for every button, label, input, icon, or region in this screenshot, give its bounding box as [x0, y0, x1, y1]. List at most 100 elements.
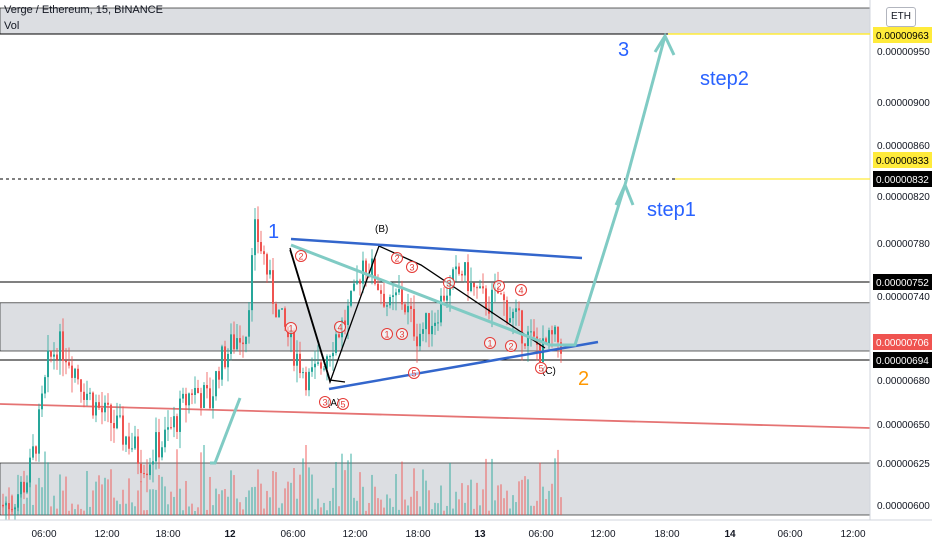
candle-body: [221, 346, 223, 380]
candle-body: [440, 295, 442, 323]
candle-body: [173, 416, 175, 428]
volume-bar: [500, 484, 502, 515]
x-tick-13: 12:00: [840, 529, 865, 540]
candle-body: [44, 377, 46, 394]
x-tick-2: 18:00: [155, 529, 180, 540]
candle-body: [557, 326, 559, 343]
volume-bar: [311, 474, 313, 515]
volume-bar: [173, 496, 175, 515]
candle-body: [344, 320, 346, 325]
volume-bar: [488, 510, 490, 515]
price-label-3: 0.00000752: [876, 278, 929, 289]
candle-body: [251, 255, 253, 311]
x-tick-5: 12:00: [342, 529, 367, 540]
candle-body: [161, 447, 163, 458]
volume-bar: [389, 498, 391, 515]
circled-marker-14: [515, 284, 527, 296]
candle-body: [299, 353, 301, 374]
candle-body: [455, 266, 457, 270]
x-tick-10: 18:00: [654, 529, 679, 540]
volume-bar: [122, 489, 124, 515]
volume-bar: [5, 496, 7, 515]
volume-bar: [263, 508, 265, 515]
volume-bar: [380, 499, 382, 515]
volume-bar: [281, 503, 283, 515]
circled-marker-12: [493, 280, 505, 292]
volume-bar: [335, 461, 337, 515]
volume-bar: [344, 470, 346, 515]
volume-bar: [494, 500, 496, 515]
candle-body: [170, 427, 172, 429]
volume-bar: [74, 509, 76, 515]
volume-bar: [29, 476, 31, 515]
candle-body: [245, 336, 247, 345]
volume-bar: [140, 481, 142, 515]
volume-bar: [368, 502, 370, 515]
volume-bar: [560, 497, 562, 515]
candle-body: [164, 429, 166, 448]
x-tick-3: 12: [224, 529, 236, 540]
volume-bar: [317, 498, 319, 515]
candle-body: [125, 436, 127, 445]
volume-bar: [65, 476, 67, 515]
candle-body: [62, 331, 64, 361]
label-wave-2: 2: [578, 368, 589, 390]
volume-bar: [446, 505, 448, 515]
volume-bar: [131, 502, 133, 515]
circled-number-6: 3: [399, 330, 404, 340]
candle-body: [371, 258, 373, 277]
candle-body: [35, 446, 37, 454]
volume-bar: [509, 508, 511, 515]
candle-body: [404, 304, 406, 313]
candle-body: [137, 436, 139, 464]
volume-bar: [407, 505, 409, 515]
circled-number-0: 2: [298, 252, 303, 262]
candle-body: [119, 415, 121, 417]
circled-marker-10: [443, 277, 455, 289]
candle-body: [419, 333, 421, 347]
candle-body: [380, 290, 382, 294]
candle-body: [26, 482, 28, 493]
volume-bar: [398, 509, 400, 515]
volume-bar: [245, 497, 247, 515]
volume-bar: [164, 486, 166, 515]
volume-bar: [59, 474, 61, 515]
volume-bar: [41, 487, 43, 515]
volume-bar: [104, 477, 106, 515]
volume-bar: [143, 510, 145, 515]
volume-bar: [248, 490, 250, 515]
volume-bar: [260, 483, 262, 515]
candle-body: [350, 290, 352, 306]
candle-body: [422, 329, 424, 334]
candle-body: [509, 318, 511, 323]
volume-bar: [332, 487, 334, 515]
volume-bar: [371, 474, 373, 515]
candle-body: [122, 415, 124, 445]
circled-number-12: 2: [496, 282, 501, 292]
volume-bar: [350, 453, 352, 515]
volume-bar: [491, 458, 493, 515]
volume-bar: [254, 486, 256, 515]
volume-bar: [365, 510, 367, 515]
candle-body: [20, 481, 22, 495]
volume-bar: [2, 504, 4, 515]
volume-bar: [395, 474, 397, 515]
volume-bar: [26, 497, 28, 515]
candle-body: [269, 270, 271, 275]
circled-marker-15: [535, 362, 547, 374]
candle-body: [356, 280, 358, 284]
volume-bar: [23, 503, 25, 515]
candle-body: [365, 260, 367, 274]
currency-button[interactable]: ETH: [886, 7, 916, 27]
candle-body: [335, 334, 337, 353]
volume-bar: [482, 489, 484, 515]
volume-bar: [374, 486, 376, 515]
candle-body: [182, 393, 184, 399]
circled-marker-2: [334, 321, 346, 333]
candle-body: [506, 300, 508, 323]
candle-body: [323, 368, 325, 370]
candle-body: [482, 286, 484, 289]
volume-bar: [212, 505, 214, 515]
channel-upper: [290, 237, 583, 260]
